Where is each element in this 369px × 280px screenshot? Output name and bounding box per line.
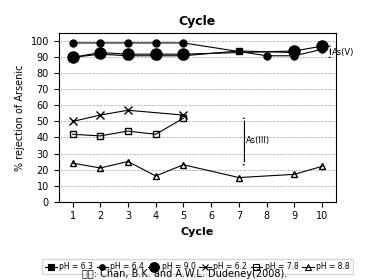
pH = 8.8 — [237, 176, 241, 179]
Text: 자료: Chan, B.K. and A.W.L. Dudeney(2008).: 자료: Chan, B.K. and A.W.L. Dudeney(2008). — [82, 269, 287, 279]
pH = 8.8 — [70, 162, 75, 165]
pH = 6.2 — [126, 109, 130, 112]
pH = 6.2 — [181, 113, 186, 117]
pH = 6.4 — [292, 54, 297, 57]
Text: As(III): As(III) — [246, 136, 270, 145]
pH = 6.4 — [98, 41, 103, 45]
pH = 7.8 — [70, 133, 75, 136]
Y-axis label: % rejection of Arsenic: % rejection of Arsenic — [15, 64, 25, 171]
pH = 6.3 — [154, 54, 158, 57]
pH = 6.3 — [237, 49, 241, 53]
pH = 6.4 — [320, 48, 324, 51]
pH = 8.8 — [126, 160, 130, 163]
Line: pH = 7.8: pH = 7.8 — [69, 115, 187, 139]
Title: Cycle: Cycle — [179, 15, 216, 28]
pH = 6.3 — [126, 54, 130, 57]
pH = 8.8 — [320, 165, 324, 168]
pH = 6.3 — [181, 54, 186, 57]
Legend: pH = 6.3, pH = 6.4, pH = 9.0, pH = 6.2, pH = 7.8, pH = 8.8: pH = 6.3, pH = 6.4, pH = 9.0, pH = 6.2, … — [42, 259, 352, 274]
pH = 8.8 — [181, 163, 186, 166]
pH = 6.2 — [98, 113, 103, 117]
pH = 8.8 — [98, 166, 103, 170]
pH = 7.8 — [154, 133, 158, 136]
pH = 7.8 — [181, 116, 186, 120]
pH = 6.3 — [70, 56, 75, 59]
pH = 6.4 — [70, 41, 75, 45]
Line: pH = 6.2: pH = 6.2 — [68, 106, 187, 126]
pH = 8.8 — [154, 174, 158, 178]
pH = 9.0 — [181, 52, 186, 56]
pH = 7.8 — [98, 134, 103, 137]
pH = 6.4 — [264, 54, 269, 57]
pH = 9.0 — [70, 56, 75, 59]
Line: pH = 6.3: pH = 6.3 — [69, 48, 298, 61]
Line: pH = 8.8: pH = 8.8 — [69, 158, 325, 181]
pH = 6.4 — [126, 41, 130, 45]
Line: pH = 6.4: pH = 6.4 — [69, 39, 325, 59]
pH = 9.0 — [292, 49, 297, 53]
pH = 9.0 — [98, 51, 103, 54]
pH = 6.4 — [154, 41, 158, 45]
pH = 6.3 — [98, 52, 103, 56]
pH = 9.0 — [154, 52, 158, 56]
pH = 9.0 — [126, 52, 130, 56]
pH = 9.0 — [320, 45, 324, 48]
Line: pH = 9.0: pH = 9.0 — [67, 41, 328, 63]
pH = 7.8 — [126, 129, 130, 133]
pH = 6.2 — [70, 120, 75, 123]
pH = 8.8 — [292, 173, 297, 176]
Text: As(V): As(V) — [332, 48, 354, 57]
pH = 6.3 — [292, 51, 297, 54]
pH = 6.4 — [181, 41, 186, 45]
X-axis label: Cycle: Cycle — [181, 227, 214, 237]
